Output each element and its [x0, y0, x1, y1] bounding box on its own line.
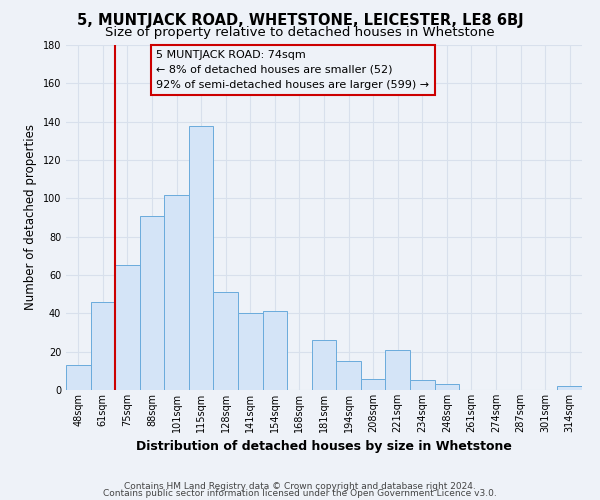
Text: Contains public sector information licensed under the Open Government Licence v3: Contains public sector information licen…: [103, 488, 497, 498]
Bar: [91, 302, 115, 390]
Bar: [410, 380, 434, 390]
Bar: [140, 216, 164, 390]
Bar: [263, 312, 287, 390]
Y-axis label: Number of detached properties: Number of detached properties: [24, 124, 37, 310]
Bar: [557, 386, 582, 390]
Bar: [361, 378, 385, 390]
Bar: [66, 365, 91, 390]
Bar: [189, 126, 214, 390]
X-axis label: Distribution of detached houses by size in Whetstone: Distribution of detached houses by size …: [136, 440, 512, 454]
Bar: [214, 292, 238, 390]
Bar: [312, 340, 336, 390]
Text: Contains HM Land Registry data © Crown copyright and database right 2024.: Contains HM Land Registry data © Crown c…: [124, 482, 476, 491]
Bar: [434, 384, 459, 390]
Text: Size of property relative to detached houses in Whetstone: Size of property relative to detached ho…: [105, 26, 495, 39]
Text: 5, MUNTJACK ROAD, WHETSTONE, LEICESTER, LE8 6BJ: 5, MUNTJACK ROAD, WHETSTONE, LEICESTER, …: [77, 12, 523, 28]
Bar: [238, 314, 263, 390]
Bar: [164, 194, 189, 390]
Bar: [115, 266, 140, 390]
Text: 5 MUNTJACK ROAD: 74sqm
← 8% of detached houses are smaller (52)
92% of semi-deta: 5 MUNTJACK ROAD: 74sqm ← 8% of detached …: [156, 50, 430, 90]
Bar: [385, 350, 410, 390]
Bar: [336, 361, 361, 390]
